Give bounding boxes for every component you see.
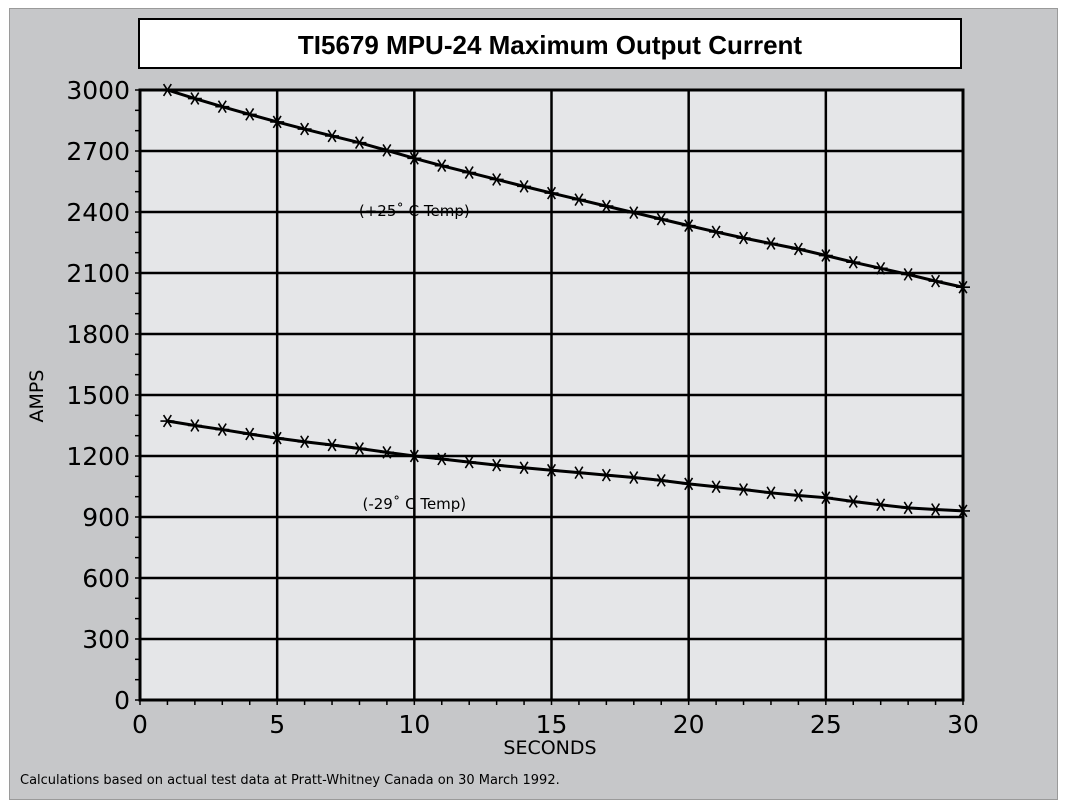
data-point xyxy=(736,483,751,496)
data-point xyxy=(407,449,422,463)
data-point xyxy=(654,474,669,487)
series-annotation: (-29˚ C Temp) xyxy=(362,495,466,513)
x-tick-label: 20 xyxy=(673,710,705,739)
data-point xyxy=(325,129,340,143)
y-tick-label: 2400 xyxy=(66,198,130,227)
y-axis-label: AMPS xyxy=(26,370,48,423)
x-tick-label: 0 xyxy=(132,710,148,739)
data-point xyxy=(709,225,724,239)
data-point xyxy=(270,431,285,445)
grid-layer xyxy=(138,88,965,702)
data-point xyxy=(791,489,806,502)
data-point xyxy=(325,438,340,452)
x-tick-label: 5 xyxy=(269,710,285,739)
data-point xyxy=(270,115,285,129)
y-tick-label: 3000 xyxy=(66,76,130,105)
data-point xyxy=(846,495,861,508)
tick-layer: 0 300 600 900 1200 1500 1800 2100 2400 2700 3000 0 5… xyxy=(66,76,979,739)
data-point xyxy=(901,501,916,515)
chart-title: TI5679 MPU-24 Maximum Output Current xyxy=(298,30,803,60)
data-point xyxy=(681,477,696,491)
data-point xyxy=(489,173,504,186)
data-point xyxy=(763,486,778,500)
x-tick-label: 30 xyxy=(947,710,979,739)
x-tick-label: 15 xyxy=(536,710,568,739)
data-point xyxy=(599,199,614,213)
data-point xyxy=(434,452,449,466)
data-point xyxy=(407,151,422,165)
y-tick-label: 1800 xyxy=(66,320,130,349)
y-tick-label: 1500 xyxy=(66,381,130,410)
data-point xyxy=(160,83,175,97)
data-point xyxy=(763,237,778,250)
title-box xyxy=(138,18,962,69)
data-point xyxy=(462,166,477,179)
data-point xyxy=(571,466,586,480)
data-point xyxy=(846,255,861,269)
data-point xyxy=(379,144,394,157)
data-point xyxy=(352,442,367,455)
data-point xyxy=(517,461,532,475)
data-point xyxy=(626,471,641,484)
data-point xyxy=(736,231,751,245)
data-point xyxy=(544,463,559,477)
series-line-0 xyxy=(166,88,964,289)
data-point xyxy=(928,503,943,516)
data-point xyxy=(242,108,257,121)
y-tick-label: 900 xyxy=(82,503,130,532)
data-point xyxy=(571,193,586,206)
data-point xyxy=(626,206,641,219)
data-point xyxy=(901,268,916,281)
data-point xyxy=(379,445,394,459)
data-point xyxy=(791,242,806,256)
data-point xyxy=(599,468,614,482)
y-tick-label: 2100 xyxy=(66,259,130,288)
data-point xyxy=(544,186,559,200)
x-tick-label: 25 xyxy=(810,710,842,739)
data-point xyxy=(187,92,202,105)
data-point xyxy=(818,491,833,505)
footnote: Calculations based on actual test data a… xyxy=(20,773,560,788)
y-tick-label: 600 xyxy=(82,564,130,593)
data-point xyxy=(681,219,696,233)
data-point xyxy=(242,427,257,441)
y-tick-label: 1200 xyxy=(66,442,130,471)
data-point xyxy=(352,136,367,150)
data-point xyxy=(654,212,669,226)
data-point xyxy=(187,419,202,432)
y-tick-label: 2700 xyxy=(66,137,130,166)
x-axis-label: SECONDS xyxy=(503,737,596,759)
y-tick-label: 300 xyxy=(82,625,130,654)
data-point xyxy=(160,414,175,428)
data-point xyxy=(818,249,833,262)
data-point xyxy=(956,504,970,518)
data-point xyxy=(462,455,477,469)
data-point xyxy=(709,480,724,494)
y-tick-label: 0 xyxy=(114,686,130,715)
data-point xyxy=(873,261,888,275)
data-point xyxy=(297,435,312,449)
data-point xyxy=(215,100,230,114)
data-point xyxy=(956,280,970,294)
annotation-layer: (+25˚ C Temp) (-29˚ C Temp) xyxy=(359,202,470,513)
series-annotation: (+25˚ C Temp) xyxy=(359,202,470,220)
data-point xyxy=(517,179,532,193)
data-point xyxy=(297,122,312,136)
data-point xyxy=(873,498,888,512)
data-point xyxy=(215,423,230,436)
data-point xyxy=(434,159,449,173)
series-layer xyxy=(160,83,970,518)
data-point xyxy=(928,274,943,288)
x-tick-label: 10 xyxy=(398,710,430,739)
data-point xyxy=(489,458,504,472)
